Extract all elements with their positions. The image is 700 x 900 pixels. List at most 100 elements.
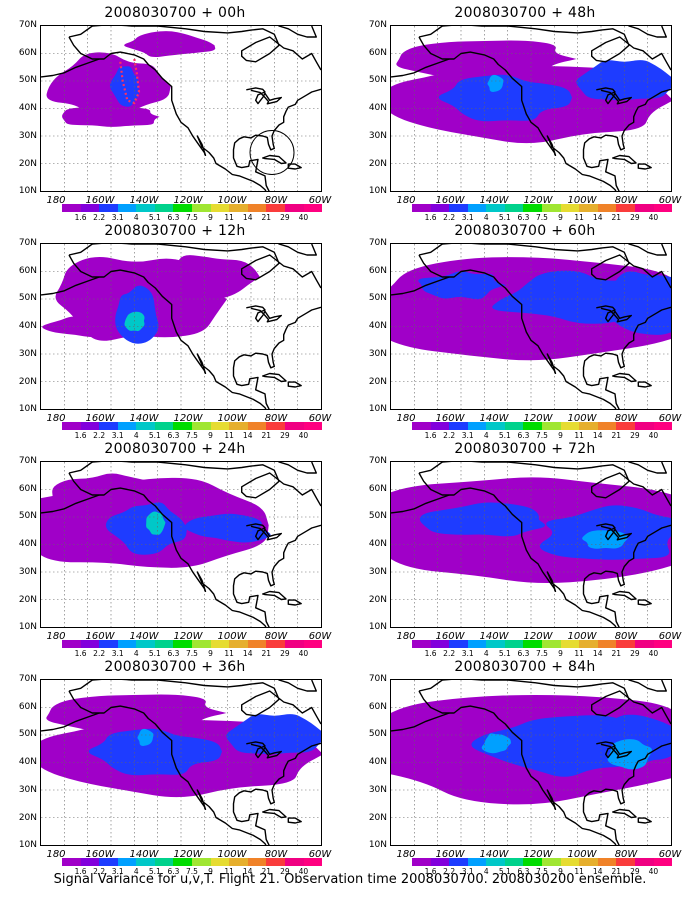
colorbar-swatch	[284, 640, 304, 648]
colorbar-swatch	[192, 640, 211, 648]
colorbar-swatch	[173, 422, 193, 430]
lon-tick-label: 140W	[129, 631, 159, 642]
lon-tick-label: 80W	[264, 631, 288, 642]
panel-title: 2008030700 + 36h	[104, 659, 246, 675]
colorbar-label: 7.5	[536, 431, 548, 440]
lat-tick-label: 70N	[18, 456, 37, 466]
colorbar-swatch	[192, 204, 211, 212]
lat-tick-label: 50N	[368, 75, 387, 86]
colorbar-swatch	[303, 858, 323, 866]
colorbar-swatch	[542, 204, 561, 212]
lon-tick-label: 120W	[523, 413, 553, 424]
colorbar-label: 2.2	[443, 431, 456, 440]
colorbar-label: 14	[242, 867, 253, 876]
colorbar-label: 4	[483, 213, 489, 222]
map-plot-area	[40, 25, 322, 192]
map-svg	[391, 462, 671, 627]
map-plot-area	[390, 679, 672, 846]
map-plot-area	[40, 243, 322, 410]
signal-variance-field	[41, 473, 271, 568]
colorbar-label: 3.1	[461, 649, 474, 658]
colorbar-label: 2.2	[443, 867, 456, 876]
colorbar-label: 6.3	[517, 867, 530, 876]
signal-variance-field	[46, 31, 216, 127]
colorbar-swatch	[412, 204, 431, 212]
colorbar-swatch	[616, 204, 635, 212]
colorbar-label: 40	[298, 213, 309, 222]
lon-tick-label: 80W	[264, 195, 288, 206]
colorbar-swatch	[173, 204, 193, 212]
colorbar-swatch	[449, 204, 468, 212]
colorbar-label: 40	[298, 867, 309, 876]
colorbar	[412, 422, 673, 430]
colorbar-label: 6.3	[167, 431, 180, 440]
colorbar-swatch	[412, 858, 431, 866]
colorbar-label: 4	[133, 867, 139, 876]
map-panel: 2008030700 + 24h 70N 60N 50N 40N 30N 20N 10N 18…	[5, 441, 345, 659]
lat-tick-label: 20N	[368, 812, 387, 823]
colorbar-swatch	[210, 204, 230, 212]
signal-variance-field	[42, 255, 260, 344]
map-svg	[391, 244, 671, 409]
colorbar-label: 6.3	[517, 649, 530, 658]
lat-tick-label: 30N	[18, 348, 37, 359]
lon-tick-label: 100W	[567, 849, 597, 860]
colorbar-swatch	[634, 422, 654, 430]
colorbar-label: 40	[648, 649, 659, 658]
lon-tick-label: 120W	[173, 631, 203, 642]
lat-tick-label: 40N	[368, 757, 387, 768]
colorbar-swatch	[523, 422, 543, 430]
colorbar-swatch	[117, 640, 137, 648]
colorbar	[62, 204, 323, 212]
lon-tick-label: 140W	[479, 849, 509, 860]
graticule	[41, 244, 321, 409]
lat-tick-label: 20N	[18, 158, 37, 169]
colorbar-label: 29	[280, 867, 290, 876]
colorbar-swatch	[579, 640, 598, 648]
lat-tick-label: 30N	[368, 566, 387, 577]
lat-tick-label: 60N	[18, 47, 37, 58]
colorbar-swatch	[99, 204, 118, 212]
lon-tick-label: 100W	[567, 631, 597, 642]
lon-tick-label: 60W	[658, 849, 682, 860]
colorbar-label: 11	[224, 213, 234, 222]
colorbar-label: 21	[611, 431, 622, 440]
lon-tick-label: 160W	[435, 849, 465, 860]
lon-tick-label: 60W	[658, 413, 682, 424]
graticule	[41, 26, 321, 191]
colorbar-label: 29	[630, 213, 640, 222]
colorbar-swatch	[634, 858, 654, 866]
signal-variance-field	[41, 694, 321, 798]
lat-tick-label: 20N	[368, 376, 387, 387]
lon-tick-label: 80W	[614, 631, 638, 642]
colorbar-swatch	[247, 422, 267, 430]
colorbar-label: 5.1	[498, 649, 511, 658]
colorbar-label: 4	[483, 431, 489, 440]
lon-tick-label: 100W	[217, 413, 247, 424]
colorbar-label: 29	[280, 431, 290, 440]
colorbar-label: 6.3	[517, 431, 530, 440]
colorbar-swatch	[634, 640, 654, 648]
colorbar-swatch	[154, 640, 174, 648]
map-panel: 2008030700 + 36h 70N 60N 50N 40N 30N 20N 10N 18…	[5, 659, 345, 877]
colorbar-swatch	[579, 204, 598, 212]
colorbar-swatch	[467, 858, 487, 866]
lat-tick-label: 10N	[18, 186, 37, 197]
lon-tick-label: 160W	[85, 849, 115, 860]
colorbar-swatch	[303, 640, 323, 648]
colorbar-label: 7.5	[536, 213, 548, 222]
map-svg	[41, 26, 321, 191]
colorbar-swatch	[99, 640, 118, 648]
colorbar-swatch	[504, 422, 524, 430]
colorbar-swatch	[504, 858, 524, 866]
lat-tick-label: 60N	[18, 265, 37, 276]
lat-tick-label: 40N	[368, 103, 387, 114]
colorbar-swatch	[266, 422, 285, 430]
lon-tick-label: 140W	[129, 849, 159, 860]
lon-tick-label: 60W	[308, 849, 332, 860]
lat-tick-label: 10N	[18, 404, 37, 415]
lat-tick-label: 60N	[368, 265, 387, 276]
colorbar-label: 5.1	[148, 867, 161, 876]
colorbar-swatch	[173, 640, 193, 648]
lat-tick-label: 50N	[18, 293, 37, 304]
